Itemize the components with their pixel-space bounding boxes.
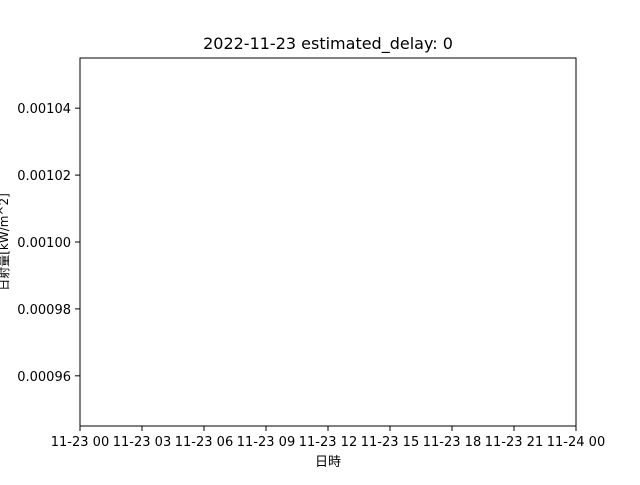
y-tick-label: 0.00100 (17, 236, 71, 251)
plot-area (79, 57, 577, 427)
y-tick-label: 0.00102 (17, 169, 71, 184)
x-tick-label: 11-23 21 (485, 435, 543, 450)
x-tick-label: 11-24 00 (547, 435, 605, 450)
y-axis-label: 日射量[kW/m^2] (0, 193, 11, 291)
x-tick-label: 11-23 12 (299, 435, 357, 450)
y-axis-ticks: 0.00096 0.00098 0.00100 0.00102 0.00104 (17, 102, 80, 385)
chart-title: 2022-11-23 estimated_delay: 0 (203, 34, 453, 54)
x-tick-label: 11-23 18 (423, 435, 481, 450)
x-tick-label: 11-23 03 (113, 435, 171, 450)
y-tick-label: 0.00098 (17, 303, 71, 318)
y-tick-label: 0.00096 (17, 370, 71, 385)
x-tick-label: 11-23 00 (51, 435, 109, 450)
y-tick-label: 0.00104 (17, 102, 71, 117)
x-axis-ticks: 11-23 00 11-23 03 11-23 06 11-23 09 11-23 12… (51, 426, 605, 450)
x-tick-label: 11-23 15 (361, 435, 419, 450)
x-axis-label: 日時 (315, 455, 341, 470)
x-tick-label: 11-23 09 (237, 435, 295, 450)
x-tick-label: 11-23 06 (175, 435, 233, 450)
